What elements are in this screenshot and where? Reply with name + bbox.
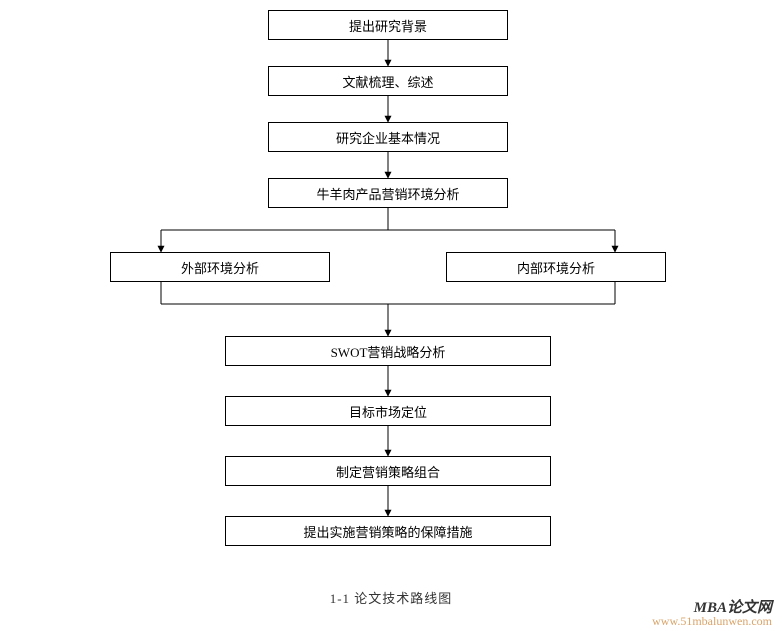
node-label: SWOT营销战略分析	[331, 342, 446, 361]
node-label: 提出实施营销策略的保障措施	[303, 522, 472, 541]
node-literature-review: 文献梳理、综述	[268, 66, 508, 96]
node-marketing-env-analysis: 牛羊肉产品营销环境分析	[268, 178, 508, 208]
node-label: 研究企业基本情况	[336, 128, 440, 147]
node-label: 制定营销策略组合	[336, 462, 440, 481]
node-safeguard-measures: 提出实施营销策略的保障措施	[225, 516, 551, 546]
node-label: 文献梳理、综述	[342, 72, 433, 91]
node-label: 内部环境分析	[517, 258, 595, 277]
node-company-overview: 研究企业基本情况	[268, 122, 508, 152]
node-target-market: 目标市场定位	[225, 396, 551, 426]
node-label: 目标市场定位	[349, 402, 427, 421]
node-research-background: 提出研究背景	[268, 10, 508, 40]
node-external-env: 外部环境分析	[110, 252, 330, 282]
node-label: 外部环境分析	[181, 258, 259, 277]
figure-caption: 1-1 论文技术路线图	[0, 588, 782, 607]
node-label: 提出研究背景	[349, 16, 427, 35]
node-strategy-mix: 制定营销策略组合	[225, 456, 551, 486]
watermark-url: www.51mbalunwen.com	[652, 614, 772, 629]
node-swot-analysis: SWOT营销战略分析	[225, 336, 551, 366]
flowchart-canvas: 提出研究背景 文献梳理、综述 研究企业基本情况 牛羊肉产品营销环境分析 外部环境…	[0, 0, 782, 631]
node-internal-env: 内部环境分析	[446, 252, 666, 282]
node-label: 牛羊肉产品营销环境分析	[316, 184, 459, 203]
